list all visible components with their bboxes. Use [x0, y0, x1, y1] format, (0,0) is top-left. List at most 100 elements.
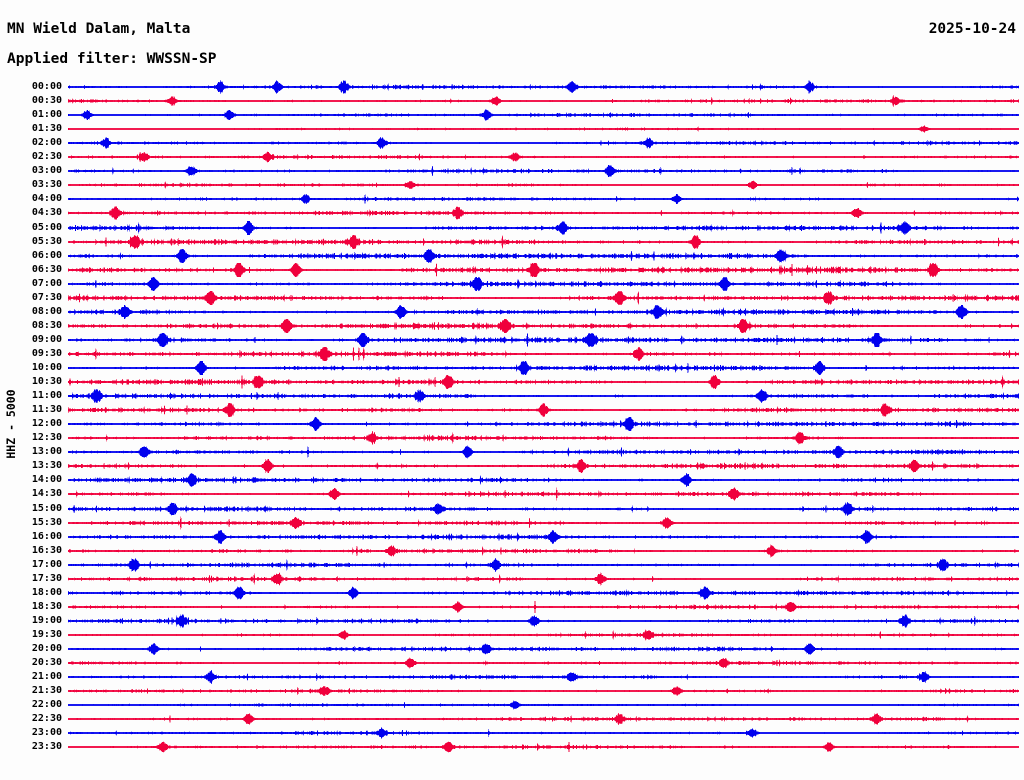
trace-time-label: 13:30: [31, 460, 62, 472]
trace-row: 02:30: [0, 150, 1024, 164]
trace-waveform[interactable]: [68, 192, 1019, 206]
trace-waveform[interactable]: [68, 361, 1019, 375]
trace-waveform[interactable]: [68, 276, 1019, 291]
trace-waveform[interactable]: [68, 220, 1019, 235]
trace-waveform[interactable]: [68, 445, 1019, 459]
trace-time-label: 19:00: [31, 614, 62, 626]
trace-waveform[interactable]: [68, 670, 1019, 685]
trace-row: 16:00: [0, 529, 1024, 544]
trace-waveform[interactable]: [68, 684, 1019, 698]
trace-waveform[interactable]: [68, 726, 1019, 740]
trace-time-label: 00:30: [31, 95, 62, 107]
trace-row: 08:30: [0, 318, 1024, 333]
trace-time-label: 17:00: [31, 558, 62, 570]
trace-time-label: 19:30: [31, 628, 62, 640]
trace-time-label: 09:30: [31, 347, 62, 359]
trace-waveform[interactable]: [68, 516, 1019, 530]
trace-waveform[interactable]: [68, 164, 1019, 178]
trace-waveform[interactable]: [68, 417, 1019, 432]
trace-waveform[interactable]: [68, 234, 1019, 249]
trace-waveform[interactable]: [68, 642, 1019, 656]
trace-waveform[interactable]: [68, 108, 1019, 122]
trace-waveform[interactable]: [68, 712, 1019, 726]
trace-waveform[interactable]: [68, 389, 1019, 404]
trace-waveform[interactable]: [68, 459, 1019, 474]
trace-time-label: 02:00: [31, 137, 62, 149]
trace-time-label: 23:30: [31, 741, 62, 753]
trace-waveform[interactable]: [68, 740, 1019, 754]
trace-row: 18:00: [0, 585, 1024, 600]
trace-waveform[interactable]: [68, 136, 1019, 150]
trace-time-label: 20:30: [31, 657, 62, 669]
trace-row: 12:30: [0, 431, 1024, 446]
trace-time-label: 08:30: [31, 319, 62, 331]
trace-row: 04:00: [0, 192, 1024, 206]
trace-waveform[interactable]: [68, 80, 1019, 94]
applied-filter-label: Applied filter: WWSSN-SP: [7, 51, 217, 67]
trace-row: 09:30: [0, 346, 1024, 361]
trace-time-label: 11:00: [31, 390, 62, 402]
trace-waveform[interactable]: [68, 501, 1019, 516]
trace-waveform[interactable]: [68, 571, 1019, 586]
trace-waveform[interactable]: [68, 122, 1019, 136]
trace-row: 17:30: [0, 571, 1024, 586]
trace-waveform[interactable]: [68, 698, 1019, 712]
trace-row: 01:00: [0, 108, 1024, 122]
trace-waveform[interactable]: [68, 613, 1019, 628]
trace-time-label: 06:00: [31, 249, 62, 261]
trace-row: 15:30: [0, 516, 1024, 530]
trace-waveform[interactable]: [68, 600, 1019, 614]
trace-time-label: 20:00: [31, 643, 62, 654]
trace-waveform[interactable]: [68, 206, 1019, 221]
trace-waveform[interactable]: [68, 557, 1019, 572]
trace-time-label: 14:00: [31, 474, 62, 486]
trace-time-label: 21:30: [31, 685, 62, 697]
trace-waveform[interactable]: [68, 529, 1019, 544]
trace-time-label: 22:00: [31, 699, 62, 711]
trace-row: 22:30: [0, 712, 1024, 726]
trace-waveform[interactable]: [68, 332, 1019, 347]
trace-row: 20:00: [0, 642, 1024, 656]
trace-waveform[interactable]: [68, 656, 1019, 670]
trace-waveform[interactable]: [68, 431, 1019, 446]
trace-row: 03:30: [0, 178, 1024, 192]
trace-time-label: 01:00: [31, 109, 62, 121]
trace-row: 12:00: [0, 417, 1024, 432]
trace-waveform[interactable]: [68, 346, 1019, 361]
trace-waveform[interactable]: [68, 375, 1019, 390]
trace-row: 13:30: [0, 459, 1024, 474]
trace-waveform[interactable]: [68, 628, 1019, 642]
trace-waveform[interactable]: [68, 150, 1019, 164]
trace-waveform[interactable]: [68, 290, 1019, 305]
trace-time-label: 11:30: [31, 404, 62, 416]
trace-row: 11:00: [0, 389, 1024, 404]
trace-time-label: 08:00: [31, 305, 62, 317]
trace-waveform[interactable]: [68, 318, 1019, 333]
trace-waveform[interactable]: [68, 473, 1019, 488]
trace-row: 19:00: [0, 613, 1024, 628]
trace-waveform[interactable]: [68, 403, 1019, 418]
trace-time-label: 02:30: [31, 151, 62, 163]
trace-row: 01:30: [0, 122, 1024, 136]
trace-time-label: 03:00: [31, 165, 62, 177]
trace-time-label: 03:30: [31, 179, 62, 191]
trace-time-label: 14:30: [31, 488, 62, 500]
trace-row: 10:00: [0, 361, 1024, 375]
trace-time-label: 05:00: [31, 221, 62, 233]
trace-waveform[interactable]: [68, 544, 1019, 558]
trace-time-label: 17:30: [31, 572, 62, 584]
trace-waveform[interactable]: [68, 178, 1019, 192]
trace-row: 05:00: [0, 220, 1024, 235]
trace-waveform[interactable]: [68, 487, 1019, 502]
trace-waveform[interactable]: [68, 304, 1019, 319]
trace-waveform[interactable]: [68, 248, 1019, 263]
trace-row: 02:00: [0, 136, 1024, 150]
trace-row: 07:00: [0, 276, 1024, 291]
trace-time-label: 07:00: [31, 277, 62, 289]
trace-waveform[interactable]: [68, 585, 1019, 600]
trace-waveform[interactable]: [68, 94, 1019, 108]
trace-waveform[interactable]: [68, 262, 1019, 277]
trace-row: 07:30: [0, 290, 1024, 305]
trace-time-label: 10:30: [31, 376, 62, 388]
